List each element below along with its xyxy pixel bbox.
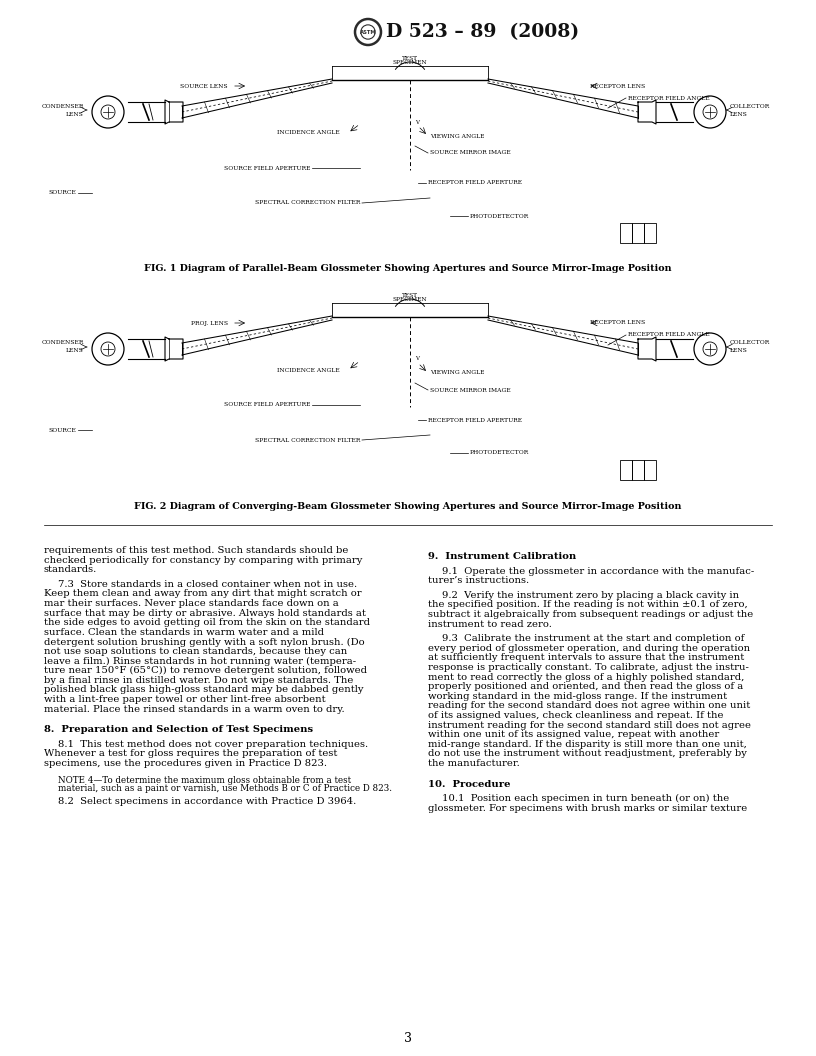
Text: within one unit of its assigned value, repeat with another: within one unit of its assigned value, r… [428, 730, 719, 739]
Text: the side edges to avoid getting oil from the skin on the standard: the side edges to avoid getting oil from… [44, 618, 370, 627]
Text: RECEPTOR FIELD ANGLE: RECEPTOR FIELD ANGLE [628, 333, 710, 338]
Text: V: V [415, 357, 419, 361]
Text: 10.1  Position each specimen in turn beneath (or on) the: 10.1 Position each specimen in turn bene… [442, 794, 730, 804]
Text: PHOTODETECTOR: PHOTODETECTOR [470, 213, 530, 219]
Text: surface. Clean the standards in warm water and a mild: surface. Clean the standards in warm wat… [44, 628, 324, 637]
Text: with a lint-free paper towel or other lint-free absorbent: with a lint-free paper towel or other li… [44, 695, 326, 704]
Bar [632, 460, 644, 480]
Text: NOTE 4—To determine the maximum gloss obtainable from a test: NOTE 4—To determine the maximum gloss ob… [58, 775, 351, 785]
Text: SOURCE LENS: SOURCE LENS [180, 83, 228, 89]
Text: do not use the instrument without readjustment, preferably by: do not use the instrument without readju… [428, 750, 747, 758]
Text: ASTM: ASTM [360, 30, 376, 35]
Text: turer’s instructions.: turer’s instructions. [428, 577, 529, 585]
Text: leave a film.) Rinse standards in hot running water (tempera-: leave a film.) Rinse standards in hot ru… [44, 657, 356, 665]
Text: 10.  Procedure: 10. Procedure [428, 779, 511, 789]
Text: mid-range standard. If the disparity is still more than one unit,: mid-range standard. If the disparity is … [428, 740, 747, 749]
Text: V: V [415, 119, 419, 125]
Text: RECEPTOR LENS: RECEPTOR LENS [590, 83, 645, 89]
Text: 9.1  Operate the glossmeter in accordance with the manufac-: 9.1 Operate the glossmeter in accordance… [442, 567, 754, 576]
Text: subtract it algebraically from subsequent readings or adjust the: subtract it algebraically from subsequen… [428, 610, 753, 619]
Bar [620, 223, 632, 243]
Text: LENS: LENS [66, 348, 84, 354]
Text: by a final rinse in distilled water. Do not wipe standards. The: by a final rinse in distilled water. Do … [44, 676, 353, 684]
Text: response is practically constant. To calibrate, adjust the instru-: response is practically constant. To cal… [428, 663, 749, 672]
Text: 9.3  Calibrate the instrument at the start and completion of: 9.3 Calibrate the instrument at the star… [442, 635, 744, 643]
Text: PHOTODETECTOR: PHOTODETECTOR [470, 451, 530, 455]
Text: the manufacturer.: the manufacturer. [428, 759, 520, 768]
Text: SOURCE FIELD APERTURE: SOURCE FIELD APERTURE [224, 402, 310, 408]
Text: 9.2  Verify the instrument zero by placing a black cavity in: 9.2 Verify the instrument zero by placin… [442, 590, 739, 600]
Text: Keep them clean and away from any dirt that might scratch or: Keep them clean and away from any dirt t… [44, 589, 361, 599]
Text: 8.1  This test method does not cover preparation techniques.: 8.1 This test method does not cover prep… [58, 740, 368, 749]
Text: of its assigned values, check cleanliness and repeat. If the: of its assigned values, check cleanlines… [428, 711, 724, 720]
Text: specimens, use the procedures given in Practice D 823.: specimens, use the procedures given in P… [44, 759, 327, 768]
Text: SOURCE: SOURCE [48, 190, 76, 195]
Text: COLLECTOR: COLLECTOR [730, 103, 770, 109]
Text: PROJ. LENS: PROJ. LENS [191, 321, 228, 325]
Text: reading for the second standard does not agree within one unit: reading for the second standard does not… [428, 701, 750, 711]
Text: mar their surfaces. Never place standards face down on a: mar their surfaces. Never place standard… [44, 599, 339, 608]
Text: SOURCE FIELD APERTURE: SOURCE FIELD APERTURE [224, 166, 310, 170]
Text: COLLECTOR: COLLECTOR [730, 340, 770, 345]
Text: SPECTRAL CORRECTION FILTER: SPECTRAL CORRECTION FILTER [255, 201, 360, 206]
Text: RECEPTOR FIELD ANGLE: RECEPTOR FIELD ANGLE [628, 95, 710, 100]
Bar [644, 223, 656, 243]
Text: SOURCE MIRROR IMAGE: SOURCE MIRROR IMAGE [430, 388, 511, 393]
Text: not use soap solutions to clean standards, because they can: not use soap solutions to clean standard… [44, 647, 348, 656]
Text: the specified position. If the reading is not within ±0.1 of zero,: the specified position. If the reading i… [428, 601, 747, 609]
Text: instrument to read zero.: instrument to read zero. [428, 620, 552, 628]
Text: glossmeter. For specimens with brush marks or similar texture: glossmeter. For specimens with brush mar… [428, 804, 747, 813]
Text: CONDENSER: CONDENSER [42, 340, 84, 345]
Text: 9.  Instrument Calibration: 9. Instrument Calibration [428, 552, 576, 561]
Text: standards.: standards. [44, 565, 97, 574]
Text: LENS: LENS [730, 112, 748, 116]
Text: ment to read correctly the gloss of a highly polished standard,: ment to read correctly the gloss of a hi… [428, 673, 744, 681]
Text: SOURCE: SOURCE [48, 428, 76, 433]
Bar [632, 223, 644, 243]
Text: properly positioned and oriented, and then read the gloss of a: properly positioned and oriented, and th… [428, 682, 743, 692]
Text: INCIDENCE ANGLE: INCIDENCE ANGLE [277, 367, 340, 373]
Text: Whenever a test for gloss requires the preparation of test: Whenever a test for gloss requires the p… [44, 750, 337, 758]
Text: detergent solution brushing gently with a soft nylon brush. (Do: detergent solution brushing gently with … [44, 638, 365, 646]
Text: RECEPTOR FIELD APERTURE: RECEPTOR FIELD APERTURE [428, 417, 522, 422]
Text: 8.2  Select specimens in accordance with Practice D 3964.: 8.2 Select specimens in accordance with … [58, 797, 357, 806]
Text: VIEWING ANGLE: VIEWING ANGLE [430, 371, 485, 376]
Text: requirements of this test method. Such standards should be: requirements of this test method. Such s… [44, 546, 348, 555]
Text: INCIDENCE ANGLE: INCIDENCE ANGLE [277, 131, 340, 135]
Text: RECEPTOR LENS: RECEPTOR LENS [590, 321, 645, 325]
Text: ture near 150°F (65°C)) to remove detergent solution, followed: ture near 150°F (65°C)) to remove deterg… [44, 666, 367, 676]
Text: every period of glossmeter operation, and during the operation: every period of glossmeter operation, an… [428, 644, 750, 653]
Text: 7.3  Store standards in a closed container when not in use.: 7.3 Store standards in a closed containe… [58, 580, 357, 589]
Text: polished black glass high-gloss standard may be dabbed gently: polished black glass high-gloss standard… [44, 685, 363, 695]
Text: LENS: LENS [730, 348, 748, 354]
Text: SPECTRAL CORRECTION FILTER: SPECTRAL CORRECTION FILTER [255, 437, 360, 442]
Text: 3: 3 [404, 1032, 412, 1044]
Text: SPECIMEN: SPECIMEN [392, 60, 428, 65]
Text: LENS: LENS [66, 112, 84, 116]
Bar [644, 460, 656, 480]
Text: CONDENSER: CONDENSER [42, 103, 84, 109]
Text: working standard in the mid-gloss range. If the instrument: working standard in the mid-gloss range.… [428, 692, 727, 701]
Bar [620, 460, 632, 480]
Text: material, such as a paint or varnish, use Methods B or C of Practice D 823.: material, such as a paint or varnish, us… [58, 784, 392, 793]
Text: VIEWING ANGLE: VIEWING ANGLE [430, 133, 485, 138]
Text: FIG. 1 Diagram of Parallel-Beam Glossmeter Showing Apertures and Source Mirror-I: FIG. 1 Diagram of Parallel-Beam Glossmet… [144, 264, 672, 274]
Text: at sufficiently frequent intervals to assure that the instrument: at sufficiently frequent intervals to as… [428, 654, 744, 662]
Text: SOURCE MIRROR IMAGE: SOURCE MIRROR IMAGE [430, 151, 511, 155]
Text: TEST: TEST [402, 293, 418, 298]
Text: checked periodically for constancy by comparing with primary: checked periodically for constancy by co… [44, 555, 362, 565]
Text: TEST: TEST [402, 56, 418, 61]
Text: FIG. 2 Diagram of Converging-Beam Glossmeter Showing Apertures and Source Mirror: FIG. 2 Diagram of Converging-Beam Glossm… [135, 502, 681, 511]
Text: RECEPTOR FIELD APERTURE: RECEPTOR FIELD APERTURE [428, 181, 522, 186]
Text: surface that may be dirty or abrasive. Always hold standards at: surface that may be dirty or abrasive. A… [44, 608, 366, 618]
Text: SPECIMEN: SPECIMEN [392, 297, 428, 302]
Text: material. Place the rinsed standards in a warm oven to dry.: material. Place the rinsed standards in … [44, 704, 344, 714]
Text: 8.  Preparation and Selection of Test Specimens: 8. Preparation and Selection of Test Spe… [44, 725, 313, 734]
Text: instrument reading for the second standard still does not agree: instrument reading for the second standa… [428, 720, 751, 730]
Text: D 523 – 89  (2008): D 523 – 89 (2008) [386, 23, 579, 41]
